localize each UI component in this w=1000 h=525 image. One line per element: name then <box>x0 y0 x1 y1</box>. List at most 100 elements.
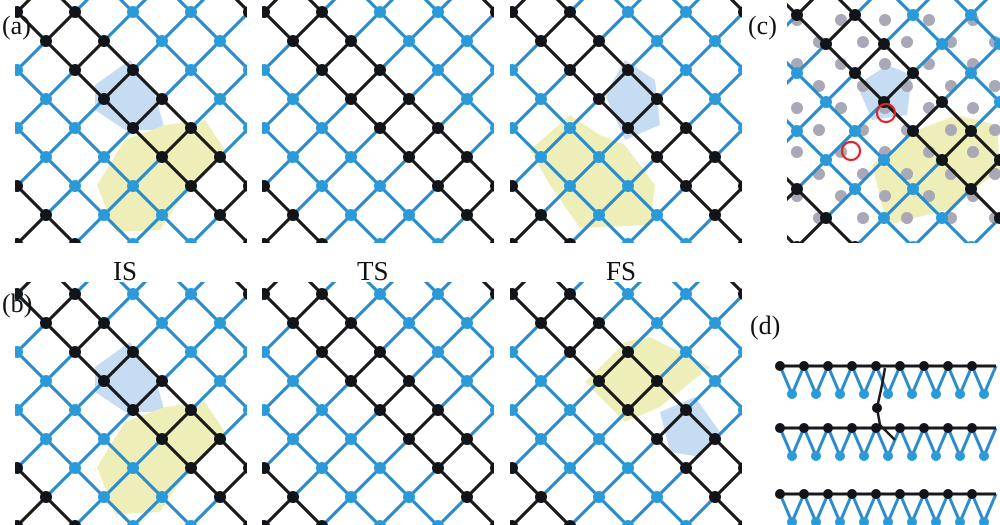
black-atom <box>943 361 953 371</box>
bond <box>671 0 688 14</box>
bond <box>131 282 148 296</box>
black-atom <box>15 180 23 192</box>
bond <box>262 350 266 357</box>
blue-atom <box>709 93 721 105</box>
bond <box>262 466 295 499</box>
bond <box>349 126 382 159</box>
panel-d-side-view <box>775 361 998 525</box>
black-atom <box>799 361 809 371</box>
bond <box>626 321 659 354</box>
black-atom <box>535 491 547 503</box>
bond <box>969 158 1000 191</box>
blue-atom <box>883 389 893 399</box>
blue-atom <box>40 375 52 387</box>
blue-atom <box>849 125 861 137</box>
black-atom <box>936 96 948 108</box>
bond <box>465 185 494 217</box>
black-atom <box>374 404 386 416</box>
bond <box>510 68 514 75</box>
bond <box>946 427 962 457</box>
bond <box>568 321 601 354</box>
bond <box>684 437 717 470</box>
black-atom <box>709 259 721 271</box>
black-atom <box>994 154 1000 166</box>
black-atom <box>345 317 357 329</box>
bond <box>465 293 494 325</box>
blue-atom <box>262 64 270 76</box>
black-atom <box>593 317 605 329</box>
bond <box>626 10 659 43</box>
bond <box>597 10 630 43</box>
black-atom <box>490 462 494 474</box>
bond <box>291 495 324 525</box>
black-atom <box>738 520 742 525</box>
blue-atom <box>156 209 168 221</box>
bond <box>407 292 440 325</box>
bond <box>218 97 247 129</box>
bond <box>15 379 48 412</box>
bond <box>262 239 266 243</box>
bond <box>795 187 828 220</box>
bond <box>436 213 469 243</box>
gray-atom <box>791 102 803 114</box>
blue-atom <box>15 346 23 358</box>
bond <box>15 126 48 159</box>
bond <box>15 408 19 415</box>
bond <box>850 427 866 457</box>
bond <box>160 408 193 441</box>
blue-atom <box>955 517 965 525</box>
bond <box>940 71 973 104</box>
bond <box>365 282 382 296</box>
bond <box>436 184 469 217</box>
blue-atom <box>345 491 357 503</box>
bond <box>407 379 440 412</box>
bond <box>60 0 77 14</box>
bond <box>102 68 135 101</box>
bond <box>102 379 135 412</box>
bond <box>510 65 514 72</box>
bond <box>262 282 279 296</box>
black-atom <box>461 433 473 445</box>
black-atom <box>872 403 882 413</box>
bond <box>73 321 106 354</box>
gray-atom <box>879 58 891 70</box>
blue-atom <box>262 346 270 358</box>
blue-atom <box>127 238 139 243</box>
blue-atom <box>127 288 139 300</box>
blue-atom <box>622 238 634 243</box>
highlight-yellow-region <box>97 402 225 514</box>
bond <box>189 0 206 14</box>
bond <box>713 321 742 353</box>
bond <box>940 42 973 75</box>
highlight-yellow-region <box>97 120 225 232</box>
black-atom <box>40 491 52 503</box>
black-atom <box>895 361 905 371</box>
bond <box>320 379 353 412</box>
black-atom <box>185 180 197 192</box>
black-atom <box>791 183 803 195</box>
blue-atom <box>69 180 81 192</box>
bond <box>824 158 857 191</box>
black-atom <box>287 317 299 329</box>
bond <box>102 495 135 525</box>
bond <box>320 437 353 470</box>
bond <box>160 321 193 354</box>
black-atom <box>40 317 52 329</box>
bond <box>568 10 601 43</box>
bond <box>713 155 742 187</box>
blue-atom <box>374 288 386 300</box>
bond <box>73 10 106 43</box>
bond <box>349 350 382 383</box>
blue-atom <box>345 259 357 271</box>
blue-atom <box>15 64 23 76</box>
bond <box>262 0 279 14</box>
black-atom <box>965 125 977 137</box>
bond <box>15 495 48 525</box>
blue-atom <box>738 122 742 134</box>
blue-atom <box>955 389 965 399</box>
black-atom <box>510 520 518 525</box>
bond <box>131 97 164 130</box>
bond <box>568 408 601 441</box>
bond <box>131 321 164 354</box>
bond <box>378 213 411 243</box>
